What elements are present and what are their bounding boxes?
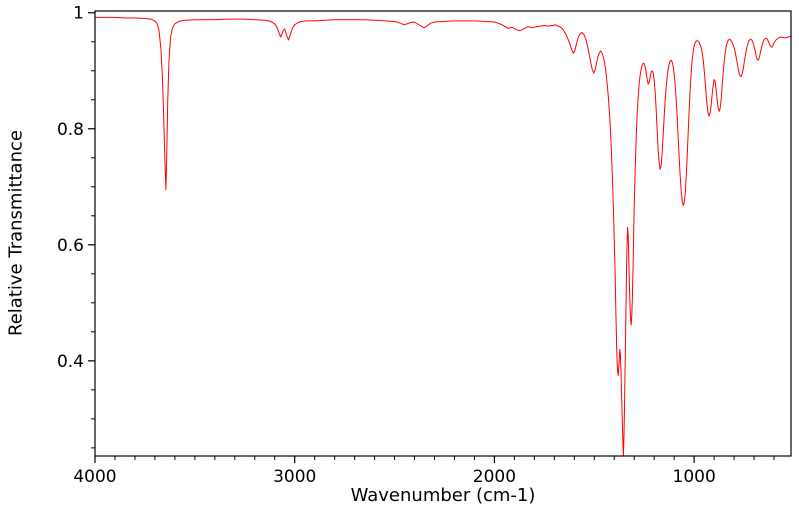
y-tick-label: 0.4	[57, 352, 84, 372]
spectrum-line	[95, 16, 792, 457]
y-tick-label: 0.8	[57, 120, 84, 140]
x-tick-label: 4000	[73, 467, 116, 487]
plot-frame	[94, 10, 792, 457]
x-tick-label: 3000	[273, 467, 316, 487]
x-tick-label: 1000	[673, 467, 716, 487]
y-axis-title: Relative Transmittance	[5, 130, 27, 336]
x-tick-label: 2000	[473, 467, 516, 487]
x-axis-title: Wavenumber (cm-1)	[350, 485, 536, 506]
y-tick-label: 1	[73, 4, 84, 24]
y-tick-label: 0.6	[57, 236, 84, 256]
